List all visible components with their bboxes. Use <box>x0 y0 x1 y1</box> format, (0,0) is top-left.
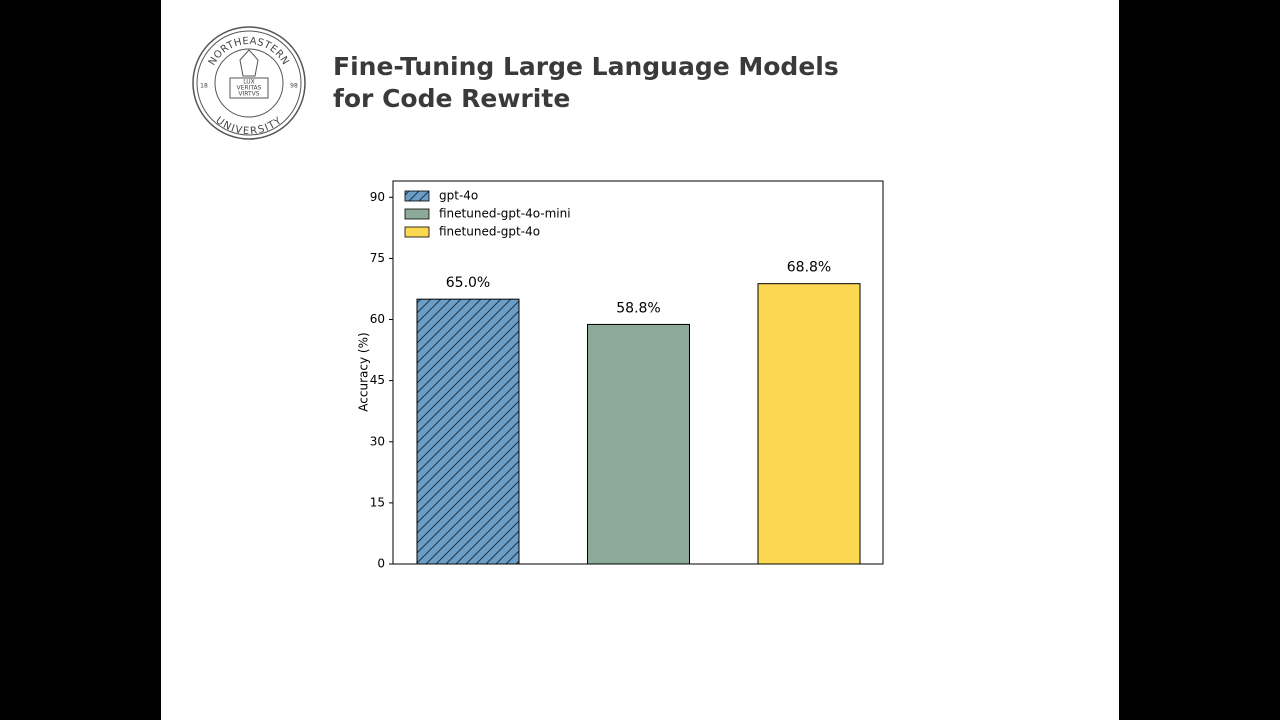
logo <box>192 26 306 140</box>
y-tick-label: 15 <box>370 495 385 509</box>
logo-year: 98 <box>290 83 298 90</box>
logo-ring <box>192 26 306 140</box>
logo-ring <box>214 48 284 118</box>
y-tick-label: 75 <box>370 251 385 265</box>
slide-title: Fine-Tuning Large Language Models <box>333 52 839 81</box>
value-label: 65.0% <box>446 275 490 291</box>
legend-swatch <box>404 226 430 238</box>
logo-year: 18 <box>200 83 208 90</box>
value-label: 68.8% <box>787 260 831 276</box>
legend-label: finetuned-gpt-4o <box>439 225 540 239</box>
logo-motto: VIRTVS <box>238 91 259 98</box>
y-tick-label: 0 <box>377 557 385 571</box>
y-tick-label: 60 <box>370 312 385 326</box>
logo-ring <box>196 30 302 136</box>
logo-motto: VERITAS <box>237 85 262 92</box>
bar <box>757 283 861 565</box>
legend-swatch <box>404 190 430 202</box>
y-axis-label: Accuracy (%) <box>357 332 371 411</box>
logo-motto: LUX <box>243 79 255 86</box>
y-tick-label: 90 <box>370 190 385 204</box>
bar <box>587 323 690 565</box>
slide-title: for Code Rewrite <box>333 84 570 113</box>
legend-swatch <box>404 208 430 220</box>
logo-book <box>229 77 269 99</box>
logo-torch <box>239 49 259 77</box>
legend-label: finetuned-gpt-4o-mini <box>439 207 571 221</box>
y-tick-label: 30 <box>370 434 385 448</box>
bar <box>416 298 520 565</box>
y-tick-label: 45 <box>370 373 385 387</box>
value-label: 58.8% <box>616 300 660 316</box>
legend-label: gpt-4o <box>439 189 478 203</box>
